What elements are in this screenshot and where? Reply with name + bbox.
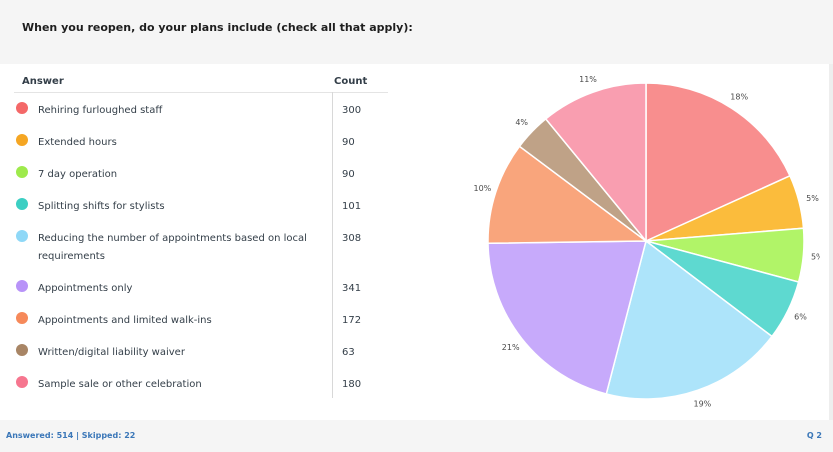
legend-swatch	[16, 198, 28, 210]
answer-label: Appointments and limited walk-ins	[38, 315, 212, 326]
slice-percent-label: 10%	[474, 184, 492, 193]
footer-bar: Answered: 514 | Skipped: 22 Q 2	[0, 420, 833, 452]
answer-count: 180	[342, 379, 362, 390]
pie-slice	[645, 82, 791, 243]
question-header: When you reopen, do your plans include (…	[0, 0, 833, 64]
question-number: Q 2	[806, 431, 822, 440]
legend-swatch	[16, 376, 28, 388]
pie-chart: 18% 5% 5% 6% 19% 21% 10% 4% 11%	[474, 75, 820, 409]
slice-percent-label: 18%	[730, 93, 748, 102]
legend-swatch	[16, 312, 28, 324]
answer-count: 101	[342, 201, 362, 212]
slice-percent-label: 4%	[515, 118, 528, 127]
answer-count: 172	[342, 315, 362, 326]
answered-count: 514	[56, 431, 74, 440]
pie-slice	[605, 239, 773, 400]
answer-label: Splitting shifts for stylists	[38, 201, 165, 212]
answer-label: Sample sale or other celebration	[38, 379, 202, 390]
panel-edge	[829, 64, 833, 420]
response-stats: Answered: 514 | Skipped: 22	[6, 431, 135, 440]
question-title: When you reopen, do your plans include (…	[22, 21, 413, 34]
answer-count: 341	[342, 283, 362, 294]
slice-percent-label: 5%	[811, 253, 820, 262]
legend-swatch	[16, 280, 28, 292]
answer-count: 63	[342, 347, 355, 358]
answer-label: Rehiring furloughed staff	[38, 105, 163, 116]
pie-slice	[544, 82, 647, 244]
legend-swatch	[16, 102, 28, 114]
pie-slice	[487, 145, 649, 245]
answer-label: Written/digital liability waiver	[38, 347, 185, 358]
answer-label: Reducing the number of appointments base…	[38, 233, 307, 262]
answer-count: 300	[342, 105, 362, 116]
answer-column-header: Answer	[22, 76, 64, 87]
header-divider	[14, 92, 388, 93]
skipped-label: Skipped:	[81, 431, 122, 440]
answer-count: 90	[342, 169, 355, 180]
column-divider	[332, 92, 333, 398]
count-column-header: Count	[334, 76, 368, 87]
slice-percent-label: 19%	[694, 400, 712, 409]
answer-label: 7 day operation	[38, 169, 118, 180]
slice-percent-label: 5%	[806, 194, 819, 203]
answer-label: Extended hours	[38, 137, 117, 148]
legend-swatch	[16, 166, 28, 178]
slice-percent-label: 6%	[794, 313, 807, 322]
answered-label: Answered:	[6, 431, 54, 440]
legend-swatch	[16, 134, 28, 146]
answer-count: 90	[342, 137, 355, 148]
pie-slice	[487, 240, 647, 395]
answer-count: 308	[342, 233, 362, 244]
answer-label: Appointments only	[38, 283, 133, 294]
skipped-count: 22	[124, 431, 136, 440]
stats-separator: |	[76, 431, 82, 440]
slice-percent-label: 11%	[579, 75, 597, 84]
legend-swatch	[16, 230, 28, 242]
slice-percent-label: 21%	[502, 343, 520, 352]
legend-swatch	[16, 344, 28, 356]
